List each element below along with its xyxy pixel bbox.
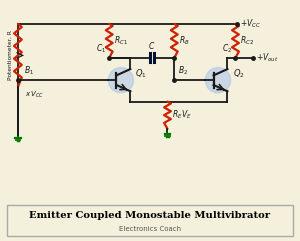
Text: $B_2$: $B_2$ (178, 65, 188, 77)
Text: $R_E$: $R_E$ (172, 109, 183, 121)
Text: $R_{C2}$: $R_{C2}$ (240, 35, 254, 47)
Text: $+V_{CC}$: $+V_{CC}$ (240, 18, 261, 30)
Text: $R_B$: $R_B$ (179, 35, 190, 47)
Text: $B_1$: $B_1$ (24, 65, 34, 77)
Text: $C_2$: $C_2$ (222, 42, 233, 55)
Text: $Q_1$: $Q_1$ (135, 67, 147, 80)
Circle shape (108, 67, 134, 93)
FancyBboxPatch shape (7, 205, 293, 236)
Text: $C_1$: $C_1$ (96, 42, 106, 55)
Text: $x\,V_{CC}$: $x\,V_{CC}$ (25, 90, 44, 100)
Text: $Q_2$: $Q_2$ (232, 67, 244, 80)
Circle shape (206, 67, 231, 93)
Text: Emitter Coupled Monostable Multivibrator: Emitter Coupled Monostable Multivibrator (29, 211, 271, 220)
Text: $C$: $C$ (148, 40, 156, 51)
Text: Electronics Coach: Electronics Coach (119, 226, 181, 232)
Text: Potentiometer, R: Potentiometer, R (8, 31, 13, 80)
Text: $V_E$: $V_E$ (181, 109, 192, 121)
Text: $+V_{out}$: $+V_{out}$ (256, 52, 278, 64)
Text: $R_{C1}$: $R_{C1}$ (114, 35, 128, 47)
